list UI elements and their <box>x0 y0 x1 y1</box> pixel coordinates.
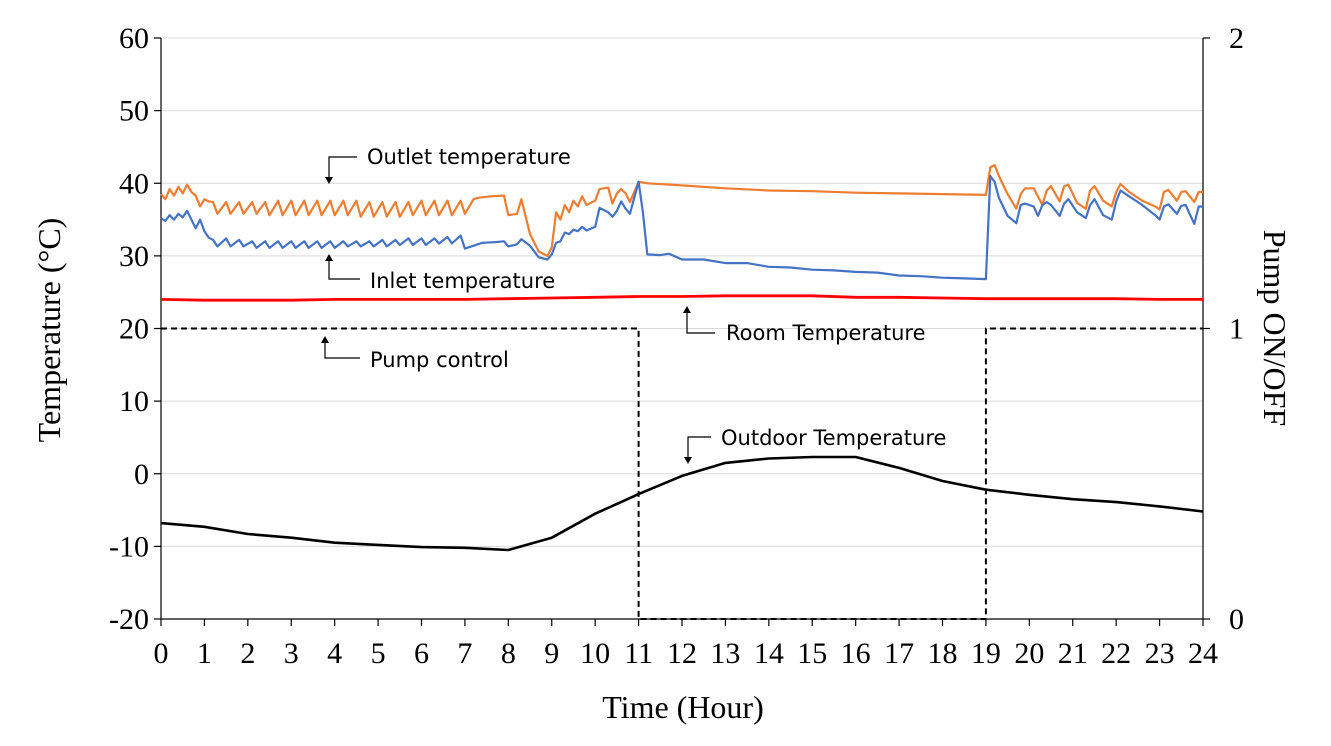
x-tick-label: 17 <box>884 637 914 670</box>
x-tick-label: 22 <box>1101 637 1131 670</box>
annotation-outlet: Outlet temperature <box>367 145 571 169</box>
leader-line-outlet <box>328 156 357 180</box>
x-tick-label: 3 <box>284 637 299 670</box>
arrow-head-room <box>683 306 691 313</box>
x-tick-label: 2 <box>240 637 255 670</box>
series-line-pump <box>161 327 1203 620</box>
y2-tick-label: 2 <box>1229 22 1244 55</box>
x-tick-label: 0 <box>154 637 169 670</box>
x-tick-label: 6 <box>414 637 429 670</box>
x-tick-label: 1 <box>197 637 212 670</box>
arrow-head-outdoor <box>684 457 692 464</box>
x-tick-label: 15 <box>797 637 827 670</box>
x-tick-label: 11 <box>624 637 653 670</box>
x-tick-label: 9 <box>544 637 559 670</box>
gridlines <box>161 37 1203 620</box>
x-tick-label: 7 <box>457 637 472 670</box>
annotation-inlet: Inlet temperature <box>370 269 555 293</box>
y-tick-label: 20 <box>119 313 149 346</box>
y-tick-label: 0 <box>134 458 149 491</box>
x-tick-label: 8 <box>501 637 516 670</box>
y-tick-label: 30 <box>119 240 149 273</box>
annotations: Outlet temperature Inlet temperature Room … <box>321 145 946 464</box>
x-tick-label: 24 <box>1188 637 1218 670</box>
x-tick-label: 14 <box>754 637 784 670</box>
y-tick-label: 60 <box>119 22 149 55</box>
series-line-inlet <box>160 174 1203 281</box>
leader-line-outdoor <box>687 436 711 459</box>
y-tick-label: 10 <box>119 385 149 418</box>
y-tick-label: -10 <box>109 530 149 563</box>
y-tick-label: 40 <box>119 167 149 200</box>
series-line-outlet <box>160 164 1203 257</box>
arrow-head-pump <box>321 336 329 343</box>
x-tick-label: 5 <box>371 637 386 670</box>
x-tick-label: 20 <box>1014 637 1044 670</box>
annotation-outdoor: Outdoor Temperature <box>721 426 946 450</box>
axes <box>154 37 1210 626</box>
annotation-pump: Pump control <box>370 348 509 372</box>
x-tick-label: 19 <box>971 637 1001 670</box>
x-tick-label: 23 <box>1145 637 1175 670</box>
y-tick-label: -20 <box>109 603 149 636</box>
x-axis-title: Time (Hour) <box>602 689 763 725</box>
y2-tick-label: 1 <box>1229 313 1244 346</box>
arrow-head-outlet <box>325 177 333 184</box>
x-tick-label: 4 <box>327 637 342 670</box>
x-tick-label: 16 <box>841 637 871 670</box>
y-tick-label: 50 <box>119 95 149 128</box>
x-tick-label: 13 <box>710 637 740 670</box>
annotation-room: Room Temperature <box>726 321 926 345</box>
leader-line-inlet <box>328 258 360 280</box>
y2-axis-title: Pump ON/OFF <box>1257 230 1293 427</box>
y2-tick-label: 0 <box>1229 603 1244 636</box>
series-lines <box>160 164 1204 620</box>
series-line-room <box>160 294 1203 302</box>
x-tick-label: 18 <box>928 637 958 670</box>
leader-line-pump <box>324 340 360 359</box>
arrow-head-inlet <box>325 254 333 261</box>
x-tick-label: 21 <box>1058 637 1088 670</box>
x-tick-label: 12 <box>667 637 697 670</box>
leader-line-room <box>686 310 715 334</box>
series-line-outdoor <box>160 455 1204 552</box>
y-axis-title: Temperature (°C) <box>31 218 67 443</box>
x-tick-label: 10 <box>580 637 610 670</box>
